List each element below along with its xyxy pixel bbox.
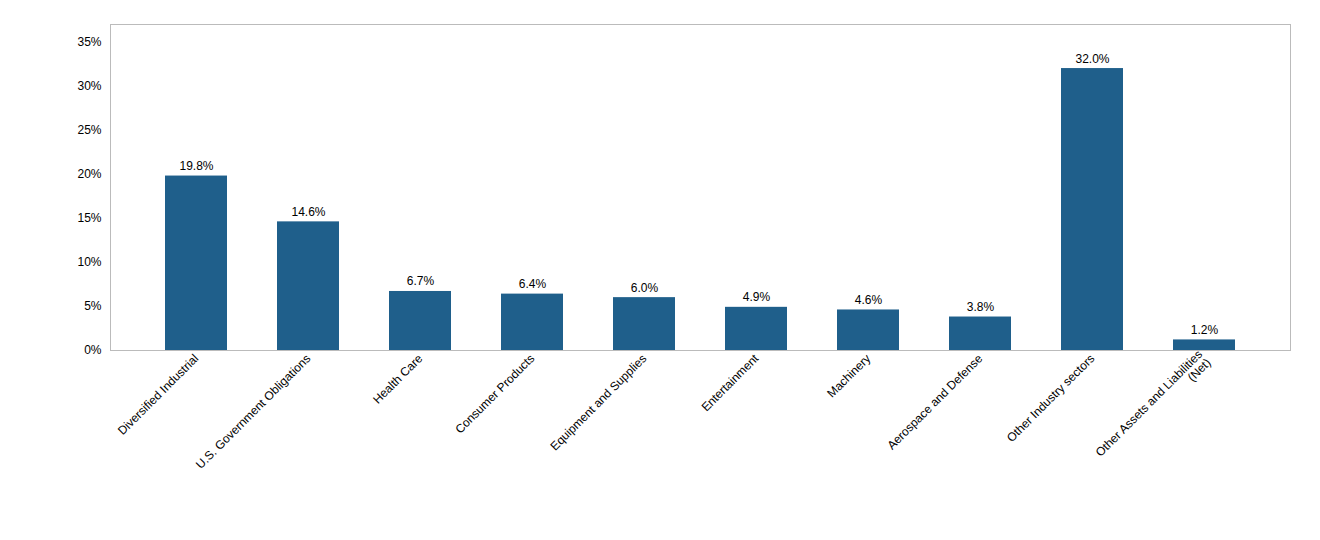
- svg-text:19.8%: 19.8%: [179, 159, 213, 173]
- svg-text:4.9%: 4.9%: [743, 290, 771, 304]
- svg-text:Consumer Products: Consumer Products: [452, 351, 537, 436]
- svg-text:Other Industry sectors: Other Industry sectors: [1004, 351, 1097, 444]
- svg-text:35%: 35%: [77, 35, 101, 49]
- svg-text:5%: 5%: [84, 299, 102, 313]
- svg-text:10%: 10%: [77, 255, 101, 269]
- svg-text:Machinery: Machinery: [824, 351, 873, 400]
- svg-text:14.6%: 14.6%: [291, 205, 325, 219]
- svg-text:6.7%: 6.7%: [407, 274, 435, 288]
- svg-text:3.8%: 3.8%: [967, 300, 995, 314]
- svg-text:Health Care: Health Care: [370, 351, 425, 406]
- svg-text:6.4%: 6.4%: [519, 277, 547, 291]
- svg-text:20%: 20%: [77, 167, 101, 181]
- svg-text:Diversified Industrial: Diversified Industrial: [115, 351, 201, 437]
- svg-text:Aerospace and Defense: Aerospace and Defense: [884, 351, 985, 452]
- svg-text:6.0%: 6.0%: [631, 281, 659, 295]
- svg-text:Entertainment: Entertainment: [699, 351, 762, 414]
- svg-text:15%: 15%: [77, 211, 101, 225]
- svg-text:Other Assets and Liabilities(N: Other Assets and Liabilities(Net): [1093, 347, 1214, 468]
- svg-text:U.S. Government Obligations: U.S. Government Obligations: [193, 351, 313, 471]
- svg-text:Equipment and Supplies: Equipment and Supplies: [547, 351, 649, 453]
- svg-text:1.2%: 1.2%: [1191, 323, 1219, 337]
- svg-text:32.0%: 32.0%: [1075, 52, 1109, 66]
- svg-text:30%: 30%: [77, 79, 101, 93]
- svg-text:25%: 25%: [77, 123, 101, 137]
- svg-text:4.6%: 4.6%: [855, 293, 883, 307]
- svg-text:0%: 0%: [84, 343, 102, 357]
